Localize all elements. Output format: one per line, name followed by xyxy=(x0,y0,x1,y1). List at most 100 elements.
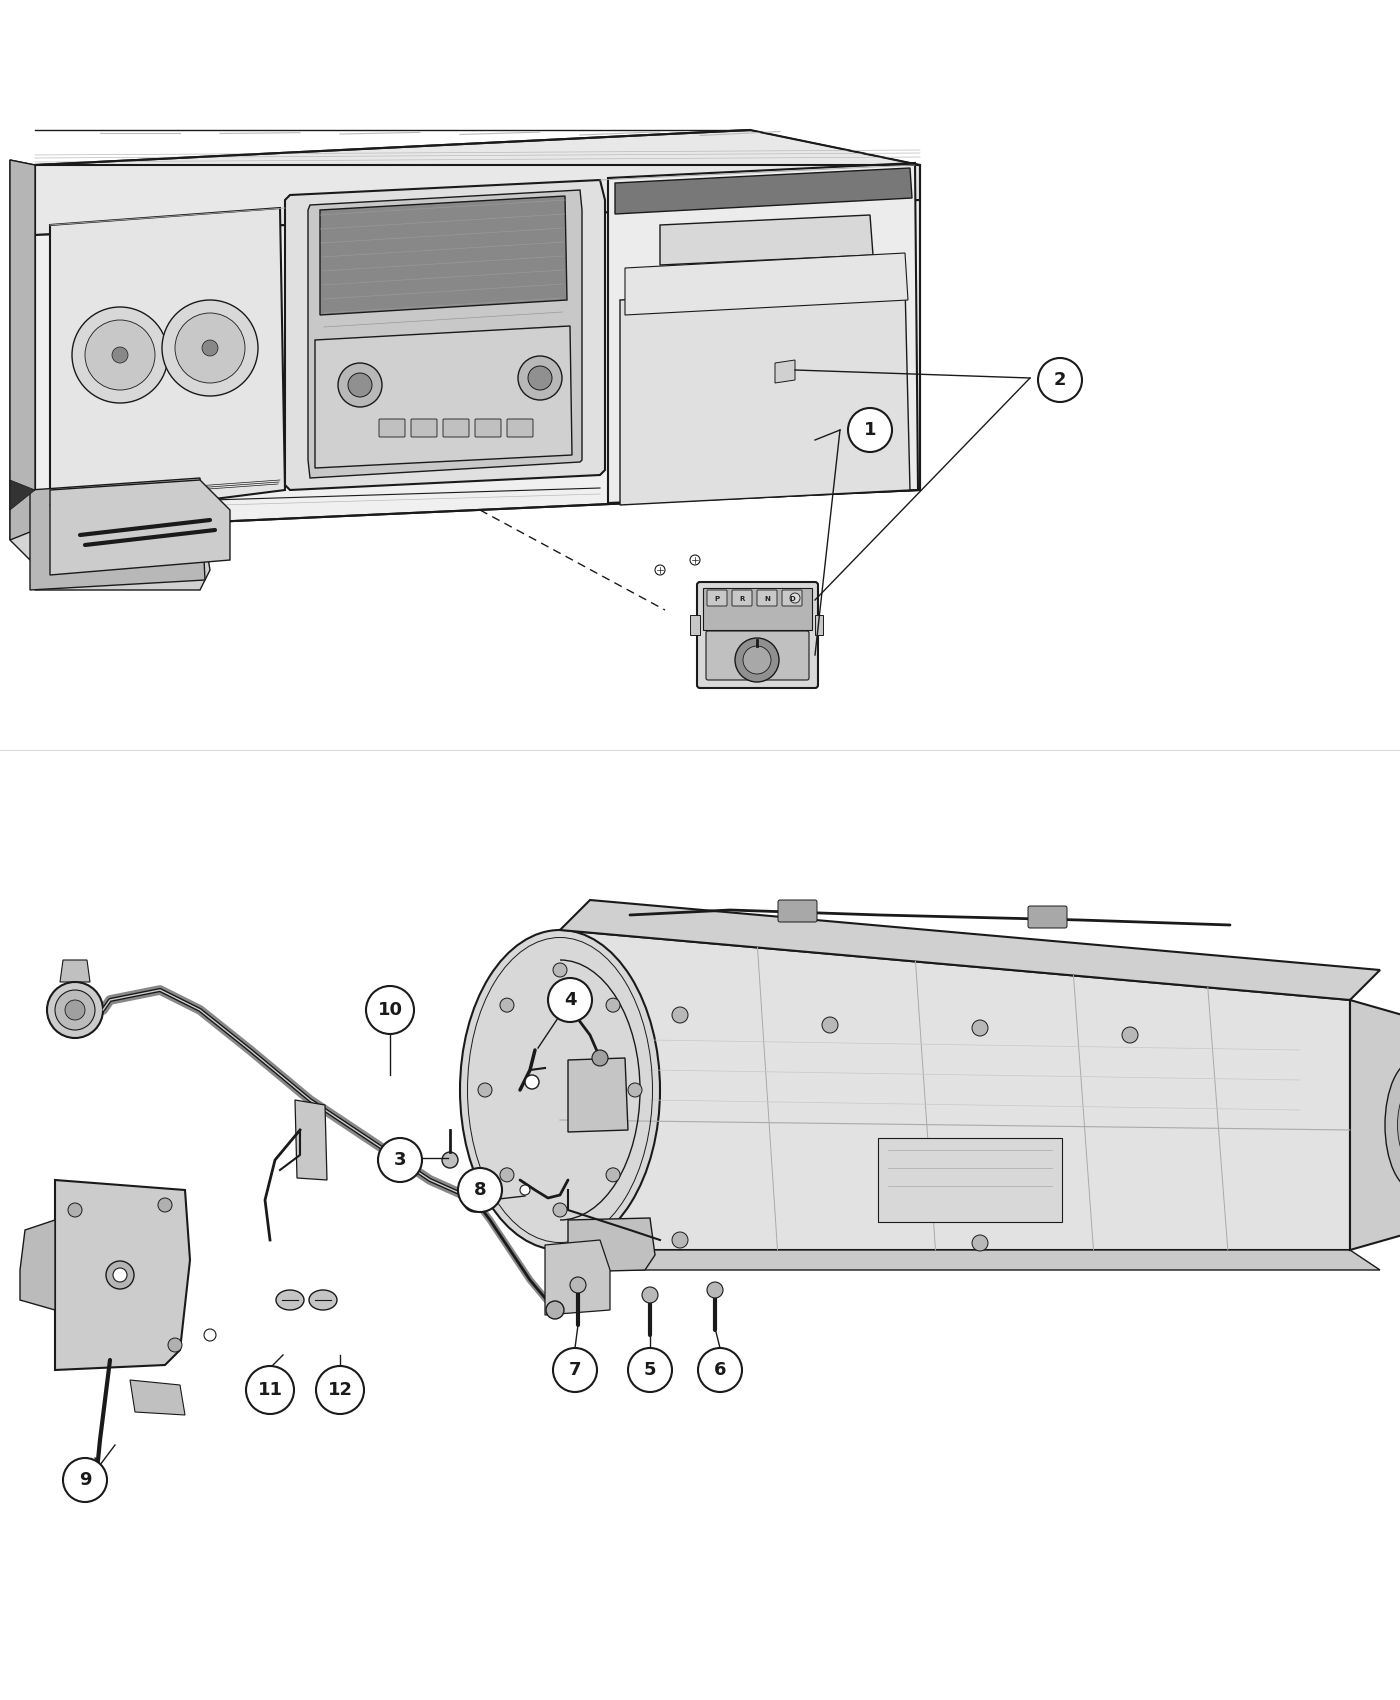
Polygon shape xyxy=(55,1180,190,1370)
Circle shape xyxy=(204,1329,216,1341)
Ellipse shape xyxy=(1385,1061,1400,1190)
Text: 6: 6 xyxy=(714,1362,727,1379)
Polygon shape xyxy=(560,1250,1380,1270)
Polygon shape xyxy=(308,190,582,478)
Circle shape xyxy=(735,638,778,682)
Circle shape xyxy=(500,1168,514,1182)
Circle shape xyxy=(112,347,127,364)
FancyBboxPatch shape xyxy=(757,590,777,605)
Polygon shape xyxy=(286,180,605,490)
Circle shape xyxy=(570,1277,587,1294)
Polygon shape xyxy=(545,1239,610,1316)
Circle shape xyxy=(528,366,552,389)
FancyBboxPatch shape xyxy=(697,581,818,689)
Polygon shape xyxy=(620,286,910,505)
Text: P: P xyxy=(714,597,720,602)
Polygon shape xyxy=(615,168,911,214)
Circle shape xyxy=(672,1232,687,1248)
Polygon shape xyxy=(295,1100,328,1180)
Polygon shape xyxy=(568,1057,629,1132)
Circle shape xyxy=(790,593,799,604)
Polygon shape xyxy=(624,253,909,314)
Polygon shape xyxy=(10,160,35,541)
Polygon shape xyxy=(10,160,35,559)
FancyBboxPatch shape xyxy=(412,418,437,437)
Circle shape xyxy=(442,1153,458,1168)
Polygon shape xyxy=(10,479,35,510)
Circle shape xyxy=(316,1367,364,1414)
Polygon shape xyxy=(560,899,1380,1000)
FancyBboxPatch shape xyxy=(878,1137,1063,1222)
Text: 11: 11 xyxy=(258,1380,283,1399)
Circle shape xyxy=(168,1338,182,1352)
Circle shape xyxy=(629,1083,643,1096)
Circle shape xyxy=(106,1261,134,1289)
Polygon shape xyxy=(35,510,210,590)
Text: 8: 8 xyxy=(473,1182,486,1198)
Ellipse shape xyxy=(461,930,659,1250)
Circle shape xyxy=(175,313,245,382)
Circle shape xyxy=(69,1204,83,1217)
Circle shape xyxy=(158,1198,172,1212)
Circle shape xyxy=(553,1204,567,1217)
Circle shape xyxy=(518,355,561,400)
Polygon shape xyxy=(1350,1000,1400,1250)
Text: 9: 9 xyxy=(78,1470,91,1489)
Circle shape xyxy=(337,364,382,406)
Text: 3: 3 xyxy=(393,1151,406,1170)
Ellipse shape xyxy=(276,1290,304,1311)
Circle shape xyxy=(48,983,104,1039)
Circle shape xyxy=(848,408,892,452)
Circle shape xyxy=(972,1020,988,1035)
FancyBboxPatch shape xyxy=(475,418,501,437)
Ellipse shape xyxy=(309,1290,337,1311)
Text: D: D xyxy=(790,597,795,602)
Circle shape xyxy=(547,977,592,1022)
FancyBboxPatch shape xyxy=(706,631,809,680)
Circle shape xyxy=(246,1367,294,1414)
Circle shape xyxy=(592,1051,608,1066)
Text: 1: 1 xyxy=(864,422,876,439)
Polygon shape xyxy=(776,360,795,382)
FancyBboxPatch shape xyxy=(732,590,752,605)
Circle shape xyxy=(202,340,218,355)
Polygon shape xyxy=(60,960,90,983)
Circle shape xyxy=(71,308,168,403)
Text: 2: 2 xyxy=(1054,371,1067,389)
Circle shape xyxy=(822,1017,839,1034)
Circle shape xyxy=(553,962,567,978)
Circle shape xyxy=(546,1300,564,1319)
Circle shape xyxy=(349,372,372,398)
Circle shape xyxy=(1121,1027,1138,1044)
Polygon shape xyxy=(35,201,920,530)
Polygon shape xyxy=(20,1221,55,1311)
Text: 4: 4 xyxy=(564,991,577,1010)
Circle shape xyxy=(707,1282,722,1299)
Circle shape xyxy=(606,1168,620,1182)
Circle shape xyxy=(463,1188,487,1212)
Polygon shape xyxy=(659,214,874,265)
Circle shape xyxy=(629,1348,672,1392)
Text: 10: 10 xyxy=(378,1001,403,1018)
Circle shape xyxy=(699,1348,742,1392)
Circle shape xyxy=(162,299,258,396)
Circle shape xyxy=(743,646,771,673)
FancyBboxPatch shape xyxy=(778,899,818,921)
Circle shape xyxy=(606,998,620,1012)
Circle shape xyxy=(55,989,95,1030)
Polygon shape xyxy=(568,1217,655,1272)
Polygon shape xyxy=(35,129,920,235)
Circle shape xyxy=(458,1168,503,1212)
Text: 5: 5 xyxy=(644,1362,657,1379)
Circle shape xyxy=(643,1287,658,1302)
FancyBboxPatch shape xyxy=(783,590,802,605)
Polygon shape xyxy=(50,479,230,575)
Circle shape xyxy=(63,1459,106,1503)
Circle shape xyxy=(113,1268,127,1282)
Circle shape xyxy=(365,986,414,1034)
Circle shape xyxy=(672,1006,687,1023)
FancyBboxPatch shape xyxy=(507,418,533,437)
Polygon shape xyxy=(608,163,918,503)
Text: N: N xyxy=(764,597,770,602)
FancyBboxPatch shape xyxy=(379,418,405,437)
